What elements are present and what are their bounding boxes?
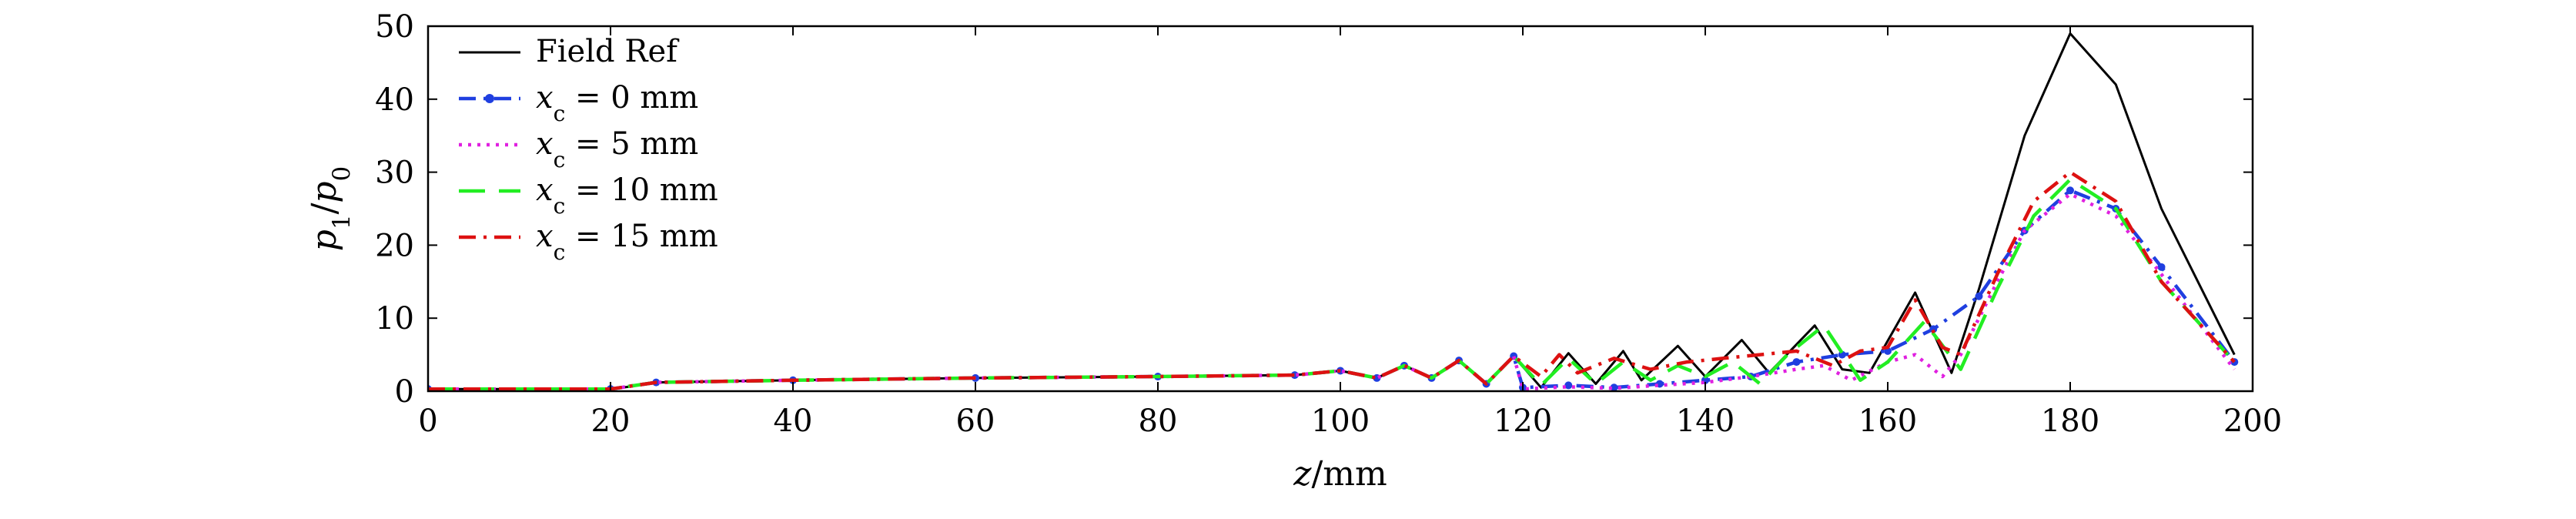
- series-line-0: [428, 32, 2236, 390]
- series-point-1-16: [1610, 383, 1618, 391]
- axes: 0 20 40 60 80 100 120 140 160 180 200 0 10 20 30 40 50 z/…: [305, 9, 2282, 494]
- plot-frame: [427, 25, 2254, 393]
- series-point-1-24: [1975, 292, 1983, 300]
- y-axis-label: p1/p0: [305, 166, 356, 251]
- y-tick-label: 20: [375, 228, 414, 263]
- x-tick-label: 180: [2041, 403, 2099, 439]
- x-tick-label: 20: [591, 403, 631, 439]
- y-tick-label: 30: [375, 156, 414, 191]
- y-tick-label: 50: [375, 9, 414, 45]
- series-point-1-26: [2066, 186, 2074, 195]
- series-line-2: [428, 192, 2236, 391]
- x-tick-label: 120: [1494, 403, 1552, 439]
- x-tick-label: 40: [774, 403, 813, 439]
- y-tick-label: 10: [375, 301, 414, 337]
- y-axis-label-group: p1/p0: [305, 166, 356, 251]
- series-point-1-28: [2157, 263, 2166, 271]
- x-tick-label: 0: [418, 403, 437, 439]
- y-tick-label: 0: [395, 374, 414, 410]
- legend-label-1: xc = 0 mm: [536, 80, 698, 126]
- series-line-4: [428, 170, 2236, 391]
- x-tick-label: 200: [2223, 403, 2282, 439]
- x-tick-label: 160: [1858, 403, 1917, 439]
- legend-label-0: Field Ref: [536, 34, 680, 69]
- legend-label-3: xc = 10 mm: [536, 172, 718, 219]
- y-tick-label: 40: [375, 82, 414, 118]
- series-point-1-15: [1564, 381, 1573, 390]
- series-point-1-20: [1792, 358, 1801, 367]
- plot-area: [428, 32, 2239, 391]
- x-tick-label: 100: [1311, 403, 1370, 439]
- legend-label-2: xc = 5 mm: [536, 126, 698, 172]
- x-axis-label: z/mm: [1293, 454, 1387, 494]
- legend-marker-1: [485, 94, 494, 103]
- x-tick-label: 140: [1676, 403, 1735, 439]
- series-line-3: [428, 177, 2236, 391]
- x-tick-label: 80: [1139, 403, 1178, 439]
- legend-label-4: xc = 15 mm: [536, 219, 718, 265]
- x-tick-label: 60: [956, 403, 995, 439]
